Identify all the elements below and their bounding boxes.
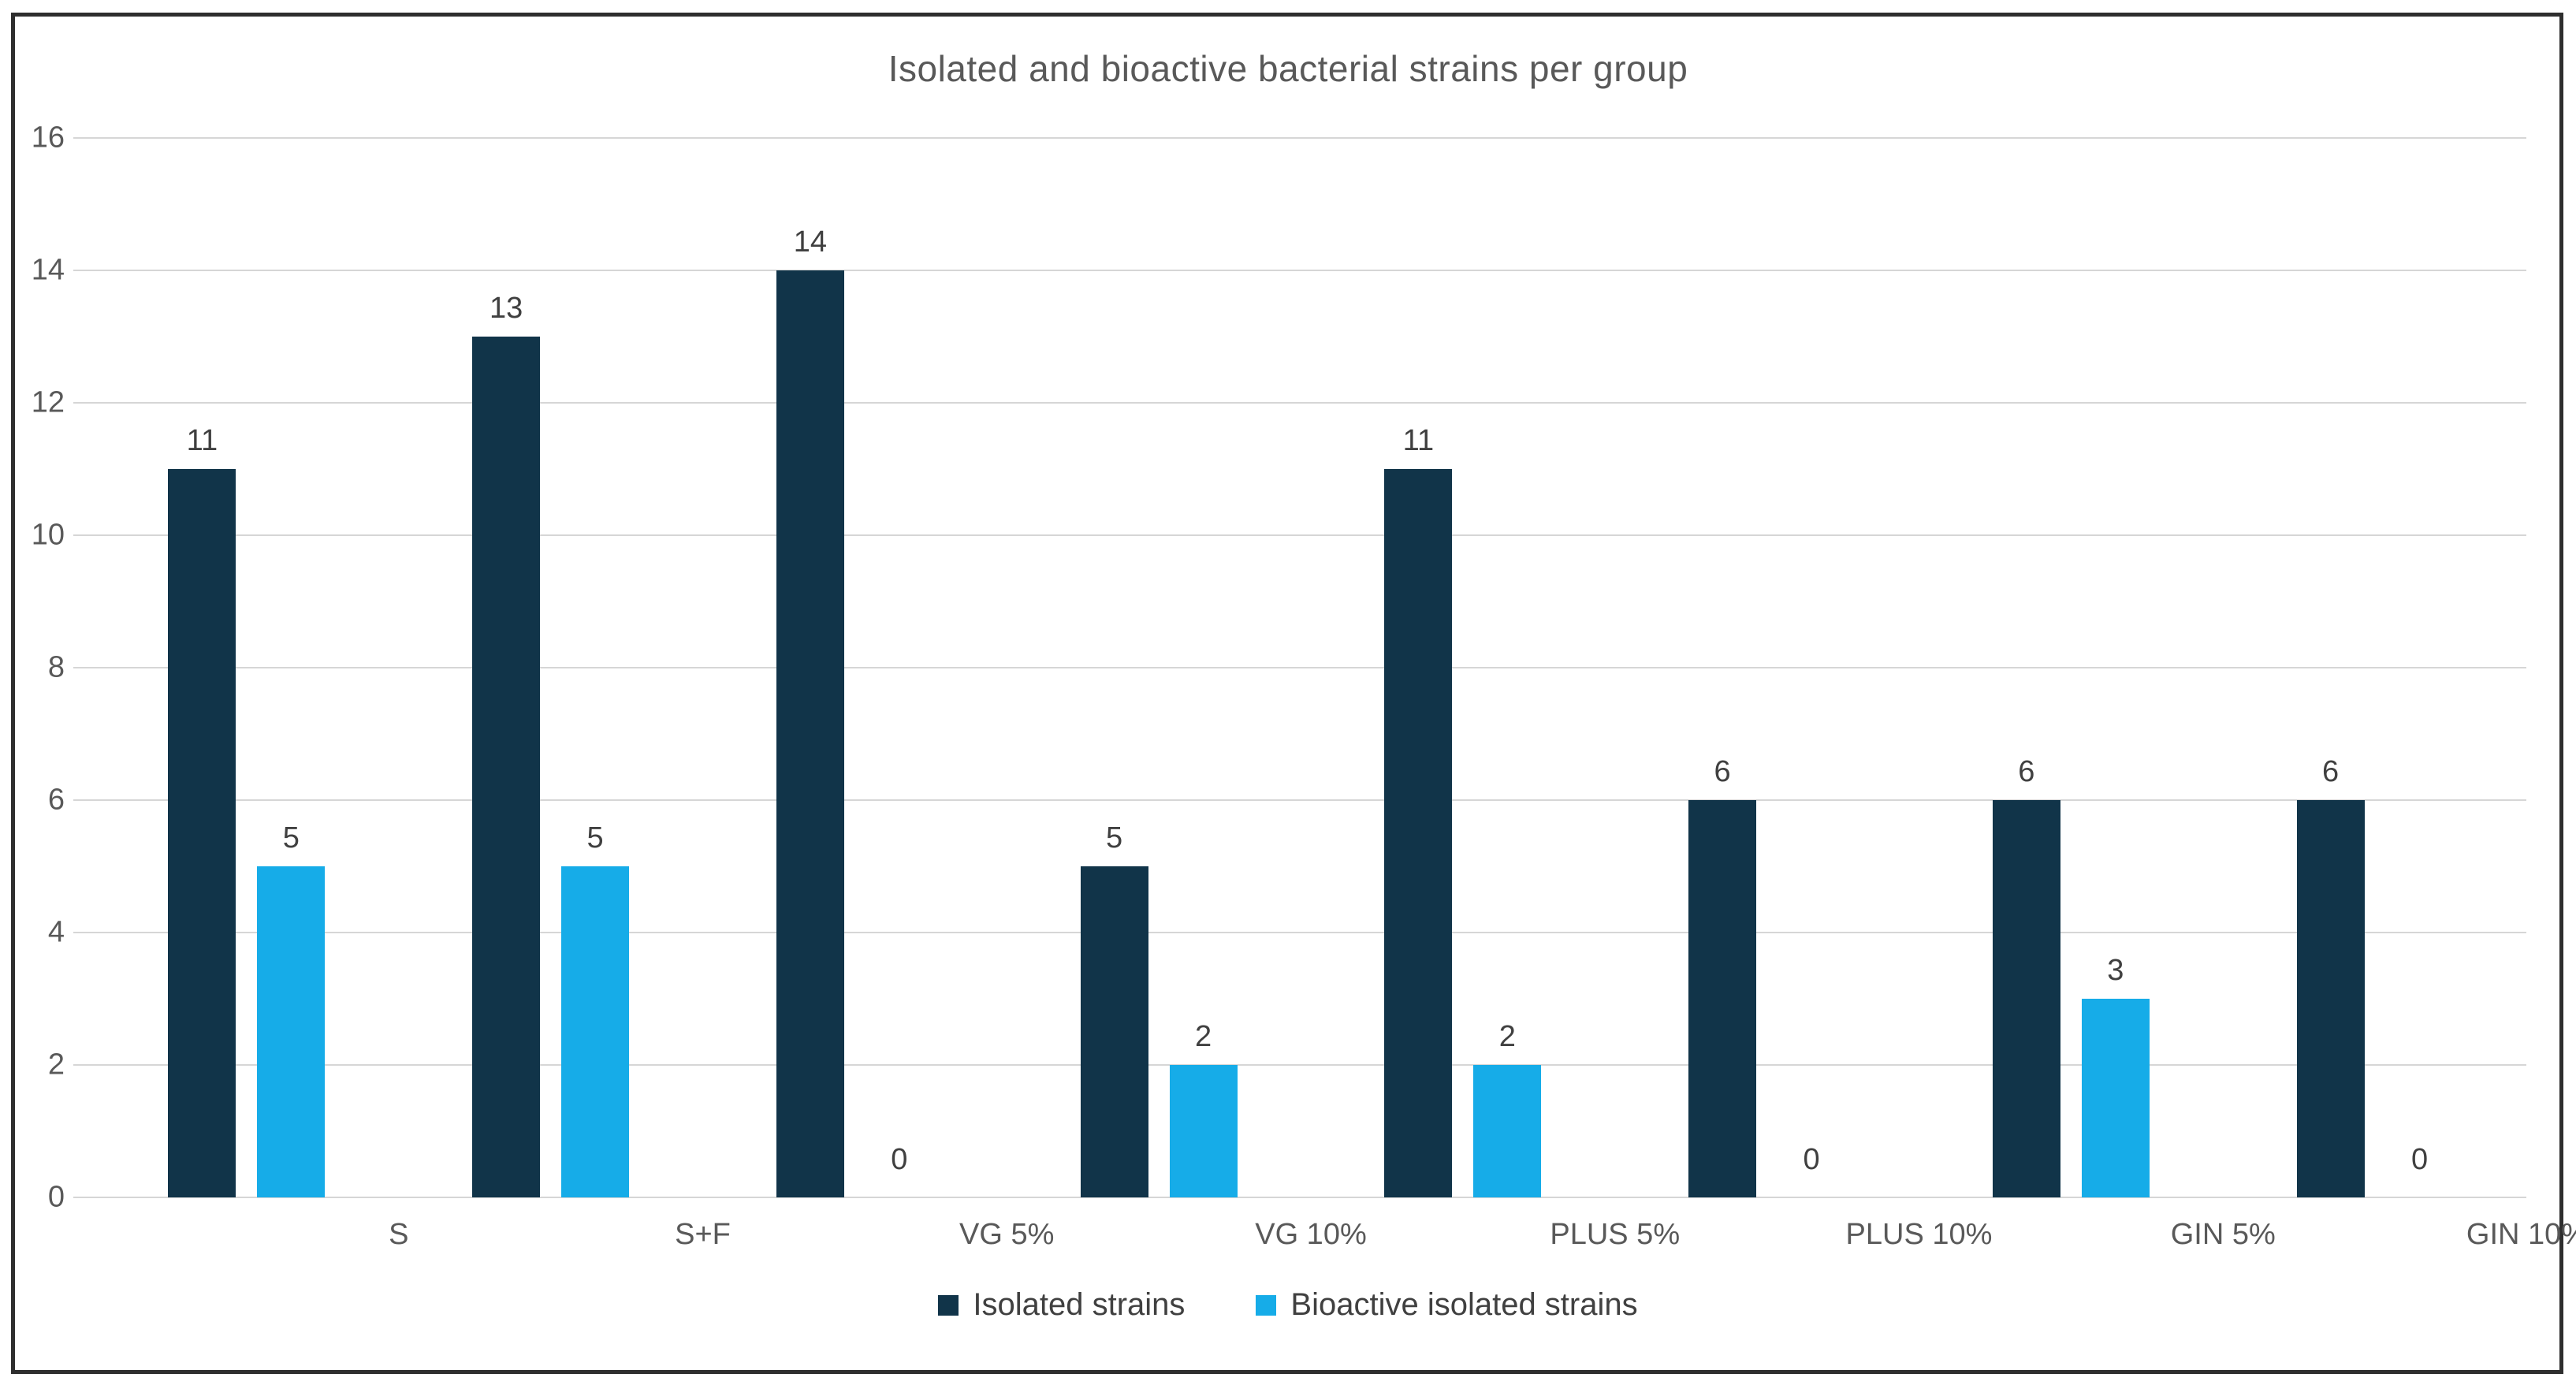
x-tick-label-vg-5-: VG 5%: [959, 1218, 1055, 1251]
bar-group-gin-10-: GIN 10% 6 0: [2223, 138, 2576, 1251]
bar-group-s-f: S+F 13 5: [399, 138, 731, 1251]
bar-slot: 6: [2296, 138, 2365, 1197]
bar-group-s: S 11 5: [95, 138, 408, 1251]
bar-value-label: 5: [282, 821, 300, 854]
gridline-y-4: [73, 932, 2526, 933]
bar-slot: 5: [257, 138, 326, 1197]
y-tick-label-16: 16: [31, 121, 65, 155]
bar-isolated-strains: [1688, 800, 1757, 1197]
x-tick-label-vg-10-: VG 10%: [1255, 1218, 1367, 1251]
bar-slot: 3: [2081, 138, 2150, 1197]
gridline-y-6: [73, 799, 2526, 801]
bar-isolated-strains: [1080, 866, 1148, 1197]
x-tick-label-plus-5-: PLUS 5%: [1550, 1218, 1681, 1251]
bar-slot: 11: [1384, 138, 1453, 1197]
bar-slot: 0: [2386, 138, 2454, 1197]
bar-slot: 2: [1169, 138, 1238, 1197]
bar-bioactive-isolated-strains: [1169, 1065, 1238, 1197]
gridline-y-8: [73, 667, 2526, 668]
bar-slot: 5: [1080, 138, 1148, 1197]
bar-value-label: 5: [586, 821, 604, 854]
y-tick-label-2: 2: [47, 1048, 65, 1082]
bar-slot: 0: [1778, 138, 1845, 1197]
bar-value-label: 6: [2018, 755, 2035, 788]
x-tick-label-gin-5-: GIN 5%: [2170, 1218, 2276, 1251]
bar-value-label: 11: [186, 424, 218, 457]
bar-group-gin-5-: GIN 5% 6 3: [1919, 138, 2276, 1251]
x-tick-label-plus-10-: PLUS 10%: [1845, 1218, 1993, 1251]
bar-value-label: 14: [793, 225, 828, 259]
bar-value-label: 2: [1498, 1020, 1516, 1053]
y-tick-label-12: 12: [31, 385, 65, 419]
bar-slot: 6: [1688, 138, 1757, 1197]
y-tick-label-10: 10: [31, 518, 65, 552]
bar-value-label: 11: [1402, 424, 1435, 457]
bar-value-label: 6: [2322, 755, 2340, 788]
legend-swatch-isolated-strains: [938, 1294, 959, 1316]
y-tick-label-0: 0: [47, 1180, 65, 1214]
gridline-y-14: [73, 270, 2526, 271]
x-tick-label-s-f: S+F: [675, 1218, 731, 1251]
y-tick-label-6: 6: [47, 783, 65, 817]
legend-label-bioactive-isolated-strains: Bioactive isolated strains: [1290, 1287, 1638, 1322]
bar-slot: 14: [776, 138, 844, 1197]
bar-bioactive-isolated-strains: [2081, 999, 2150, 1197]
gridline-y-0: [73, 1197, 2526, 1198]
legend: Isolated strains Bioactive isolated stra…: [0, 1287, 2576, 1323]
legend-item-bioactive-isolated-strains: Bioactive isolated strains: [1256, 1287, 1638, 1323]
legend-label-isolated-strains: Isolated strains: [973, 1287, 1186, 1322]
bar-value-label: 0: [891, 1143, 908, 1176]
bar-isolated-strains: [1384, 469, 1453, 1197]
bar-slot: 2: [1473, 138, 1542, 1197]
bar-group-plus-10-: PLUS 10% 6 0: [1615, 138, 1992, 1251]
bar-isolated-strains: [2296, 800, 2365, 1197]
bar-group-vg-5-: VG 5% 14 0: [703, 138, 1054, 1251]
bar-group-plus-5-: PLUS 5% 11 2: [1311, 138, 1680, 1251]
bar-slot: 0: [865, 138, 933, 1197]
bar-slot: 13: [472, 138, 541, 1197]
bar-slot: 11: [168, 138, 236, 1197]
y-tick-label-8: 8: [47, 650, 65, 684]
bar-bioactive-isolated-strains: [257, 866, 326, 1197]
legend-swatch-bioactive-isolated-strains: [1256, 1294, 1277, 1316]
gridline-y-10: [73, 534, 2526, 536]
x-tick-label-s: S: [389, 1218, 409, 1251]
gridline-y-2: [73, 1064, 2526, 1066]
bar-value-label: 3: [2107, 954, 2124, 987]
bar-bioactive-isolated-strains: [561, 866, 630, 1197]
bar-bioactive-isolated-strains: [1473, 1065, 1542, 1197]
bar-group-vg-10-: VG 10% 5 2: [1007, 138, 1367, 1251]
bar-slot: 6: [1992, 138, 2060, 1197]
bar-value-label: 13: [489, 292, 523, 325]
bar-isolated-strains: [472, 337, 541, 1197]
gridline-y-16: [73, 137, 2526, 139]
bar-isolated-strains: [168, 469, 236, 1197]
bar-isolated-strains: [1992, 800, 2060, 1197]
x-tick-label-gin-10-: GIN 10%: [2466, 1218, 2576, 1251]
chart-title: Isolated and bioactive bacterial strains…: [888, 48, 1688, 89]
bar-value-label: 5: [1106, 821, 1123, 854]
bar-isolated-strains: [776, 270, 844, 1197]
y-tick-label-4: 4: [47, 915, 65, 949]
bar-slot: 5: [561, 138, 630, 1197]
gridline-y-12: [73, 402, 2526, 404]
bar-value-label: 0: [2411, 1143, 2429, 1176]
bar-value-label: 0: [1803, 1143, 1820, 1176]
bar-value-label: 2: [1195, 1020, 1212, 1053]
y-tick-label-14: 14: [31, 253, 65, 287]
plot-area: S 11 5 S+F 13 5 VG 5% 14 0 VG 10% 5 2 PLUS 5% 11 2 PLUS…: [95, 138, 2576, 1251]
bar-value-label: 6: [1714, 755, 1731, 788]
legend-item-isolated-strains: Isolated strains: [938, 1287, 1185, 1323]
